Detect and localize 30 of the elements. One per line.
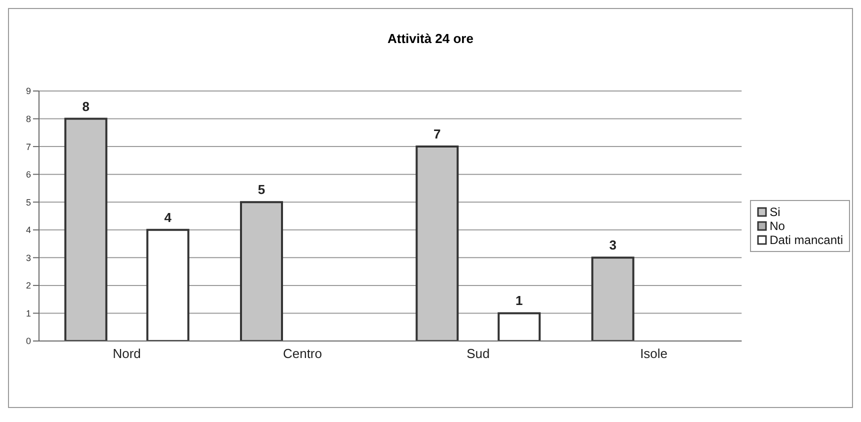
x-tick-label: Isole bbox=[640, 346, 668, 362]
x-tick-label: Centro bbox=[282, 346, 322, 362]
data-label: 3 bbox=[609, 238, 616, 253]
y-tick-label: 6 bbox=[26, 170, 31, 180]
bar bbox=[240, 201, 284, 341]
y-tick-label: 0 bbox=[26, 336, 31, 346]
y-tick-label: 1 bbox=[26, 308, 31, 318]
bar bbox=[64, 118, 108, 341]
legend-label: No bbox=[770, 219, 785, 233]
y-tick-label: 7 bbox=[26, 142, 31, 152]
y-tick-label: 5 bbox=[26, 197, 31, 208]
bar bbox=[416, 146, 459, 341]
data-label: 8 bbox=[82, 98, 90, 114]
data-label: 5 bbox=[258, 182, 266, 198]
y-tick-label: 8 bbox=[26, 114, 31, 124]
x-tick-label: Sud bbox=[466, 346, 490, 362]
bar bbox=[498, 312, 541, 341]
data-label: 7 bbox=[434, 126, 441, 142]
y-tick-label: 3 bbox=[26, 252, 31, 263]
bar bbox=[591, 256, 634, 341]
chart-title: Attività 24 ore bbox=[386, 31, 474, 48]
data-label: 1 bbox=[516, 293, 523, 308]
y-tick-label: 4 bbox=[26, 225, 31, 236]
bar bbox=[146, 228, 190, 341]
data-label: 4 bbox=[164, 210, 172, 225]
legend-label: Dati mancanti bbox=[770, 233, 843, 247]
y-tick-label: 2 bbox=[26, 280, 31, 291]
y-tick-label: 9 bbox=[26, 86, 31, 96]
legend-label: Si bbox=[770, 205, 780, 219]
x-tick-label: Nord bbox=[112, 346, 141, 362]
